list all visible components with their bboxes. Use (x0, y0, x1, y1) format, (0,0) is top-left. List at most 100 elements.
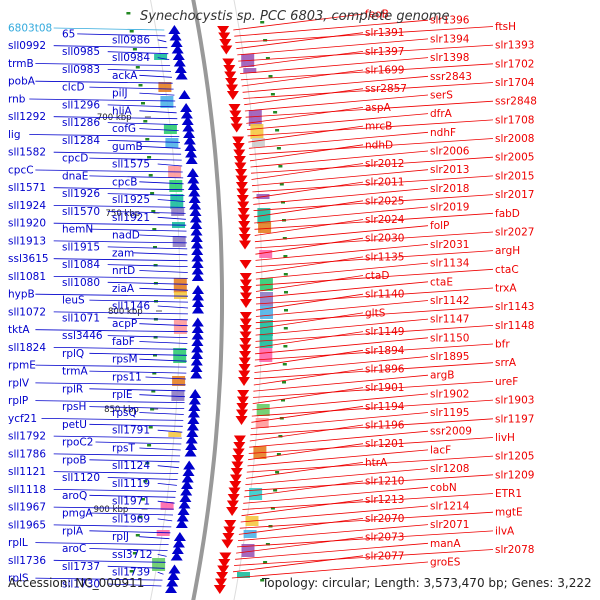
leader-line-right (250, 156, 494, 174)
leader-line-right (254, 343, 494, 361)
leader-line-left (53, 435, 182, 439)
gene-label-left: sll1071 (62, 312, 100, 324)
gene-arrow-plus (239, 344, 252, 354)
leader-line-left (107, 104, 176, 108)
leader-line-right (239, 51, 364, 68)
gene-label-left: sll1925 (112, 194, 150, 206)
gene-label-left: sll0992 (8, 40, 46, 52)
scale-tick (148, 174, 153, 177)
gene-arrow-plus (229, 481, 242, 490)
cog-block-outer (243, 68, 257, 73)
scale-tick (153, 354, 157, 357)
gene-label-right: slr2027 (495, 227, 534, 239)
gene-label-right: ssr2009 (430, 426, 472, 438)
cog-block-inner (158, 82, 172, 92)
scale-tick (278, 435, 283, 438)
gene-label-left: rplJ (112, 531, 129, 543)
gene-arrow-minus (192, 298, 204, 307)
leader-line-left (157, 216, 186, 220)
gene-arrow-minus (189, 213, 202, 223)
gene-arrow-minus (173, 57, 186, 67)
scale-tick (282, 381, 286, 384)
gene-arrow-plus (228, 487, 241, 497)
leader-line-right (250, 412, 429, 429)
scale-tick (268, 75, 273, 78)
kbp-marker-label: 900 kbp (94, 505, 129, 515)
scale-tick (132, 48, 137, 51)
gene-arrow-minus (186, 168, 199, 177)
leader-line-right (248, 443, 364, 461)
gene-label-right: mrcB (365, 121, 392, 133)
gene-arrow-plus (237, 201, 250, 211)
gene-label-left: lig (8, 129, 21, 141)
scale-tick (151, 210, 156, 213)
gene-label-left: rplV (8, 377, 30, 389)
gene-label-right: slr1902 (430, 388, 469, 400)
leader-line-right (253, 194, 494, 211)
scale-tick (150, 408, 155, 411)
gene-arrow-plus (230, 474, 242, 484)
gene-arrow-plus (238, 377, 250, 386)
gene-arrow-minus (173, 532, 186, 541)
gene-arrow-minus (192, 291, 204, 301)
scale-tick (283, 345, 288, 348)
leader-line-right (255, 287, 494, 305)
scale-tick (147, 156, 152, 159)
gene-label-right: ETR1 (495, 488, 522, 500)
gene-label-right: slr1209 (495, 469, 534, 481)
leader-line-left (35, 293, 189, 297)
gene-arrow-plus (224, 71, 237, 81)
scale-tick (135, 534, 140, 537)
scale-tick (150, 192, 155, 195)
leader-line-left (157, 429, 183, 433)
leader-line-left (139, 536, 170, 540)
gene-label-left: sll1739 (112, 567, 150, 579)
cog-block-outer (257, 208, 271, 224)
leader-line-right (236, 32, 364, 50)
gene-arrow-plus (239, 240, 251, 250)
gene-label-right: ilvA (495, 525, 515, 537)
gene-arrow-minus (178, 499, 191, 509)
gene-arrow-plus (239, 318, 252, 328)
leader-line-right (254, 219, 364, 236)
leader-line-left (157, 571, 164, 575)
cog-block-inner (152, 558, 166, 571)
gene-label-right: slr1148 (495, 320, 534, 332)
gene-arrow-minus (190, 220, 203, 229)
gene-label-left: sll0983 (62, 64, 100, 76)
scale-tick (273, 111, 278, 114)
gene-arrow-minus (172, 51, 185, 60)
gene-label-left: leuS (62, 295, 85, 307)
gene-arrow-plus (223, 526, 236, 536)
leader-line-left (53, 471, 179, 474)
scale-tick (276, 453, 281, 456)
gene-arrow-minus (183, 135, 196, 145)
scale-tick (132, 552, 137, 555)
leader-line-right (255, 312, 364, 330)
leader-line-left (53, 453, 181, 457)
leader-line-left (139, 287, 189, 291)
cog-block-inner (174, 292, 187, 299)
gene-label-left: pobA (8, 76, 36, 88)
scale-tick (282, 363, 287, 366)
gene-label-left: sll1582 (8, 147, 46, 159)
gene-label-right: slr2073 (365, 532, 404, 544)
gene-label-right: slr2006 (430, 146, 470, 158)
leader-line-right (249, 430, 429, 448)
scale-tick (275, 129, 280, 132)
gene-arrow-minus (187, 181, 200, 190)
gene-label-right: slr1150 (430, 332, 469, 344)
cog-block-inner (171, 390, 185, 401)
gene-label-right: slr2030 (365, 233, 404, 245)
leader-line-left (53, 258, 188, 262)
gene-label-left: sll1730 (62, 579, 100, 591)
leader-line-left (53, 489, 177, 492)
gene-label-right: slr1903 (495, 395, 534, 407)
gene-label-left: gumB (112, 141, 143, 153)
leader-line-right (251, 399, 494, 417)
gene-arrow-minus (188, 187, 201, 197)
leader-line-right (241, 499, 364, 517)
gene-arrow-minus (191, 265, 204, 275)
kbp-marker-label: 850 kbp (104, 405, 139, 415)
gene-arrow-plus (237, 208, 250, 217)
